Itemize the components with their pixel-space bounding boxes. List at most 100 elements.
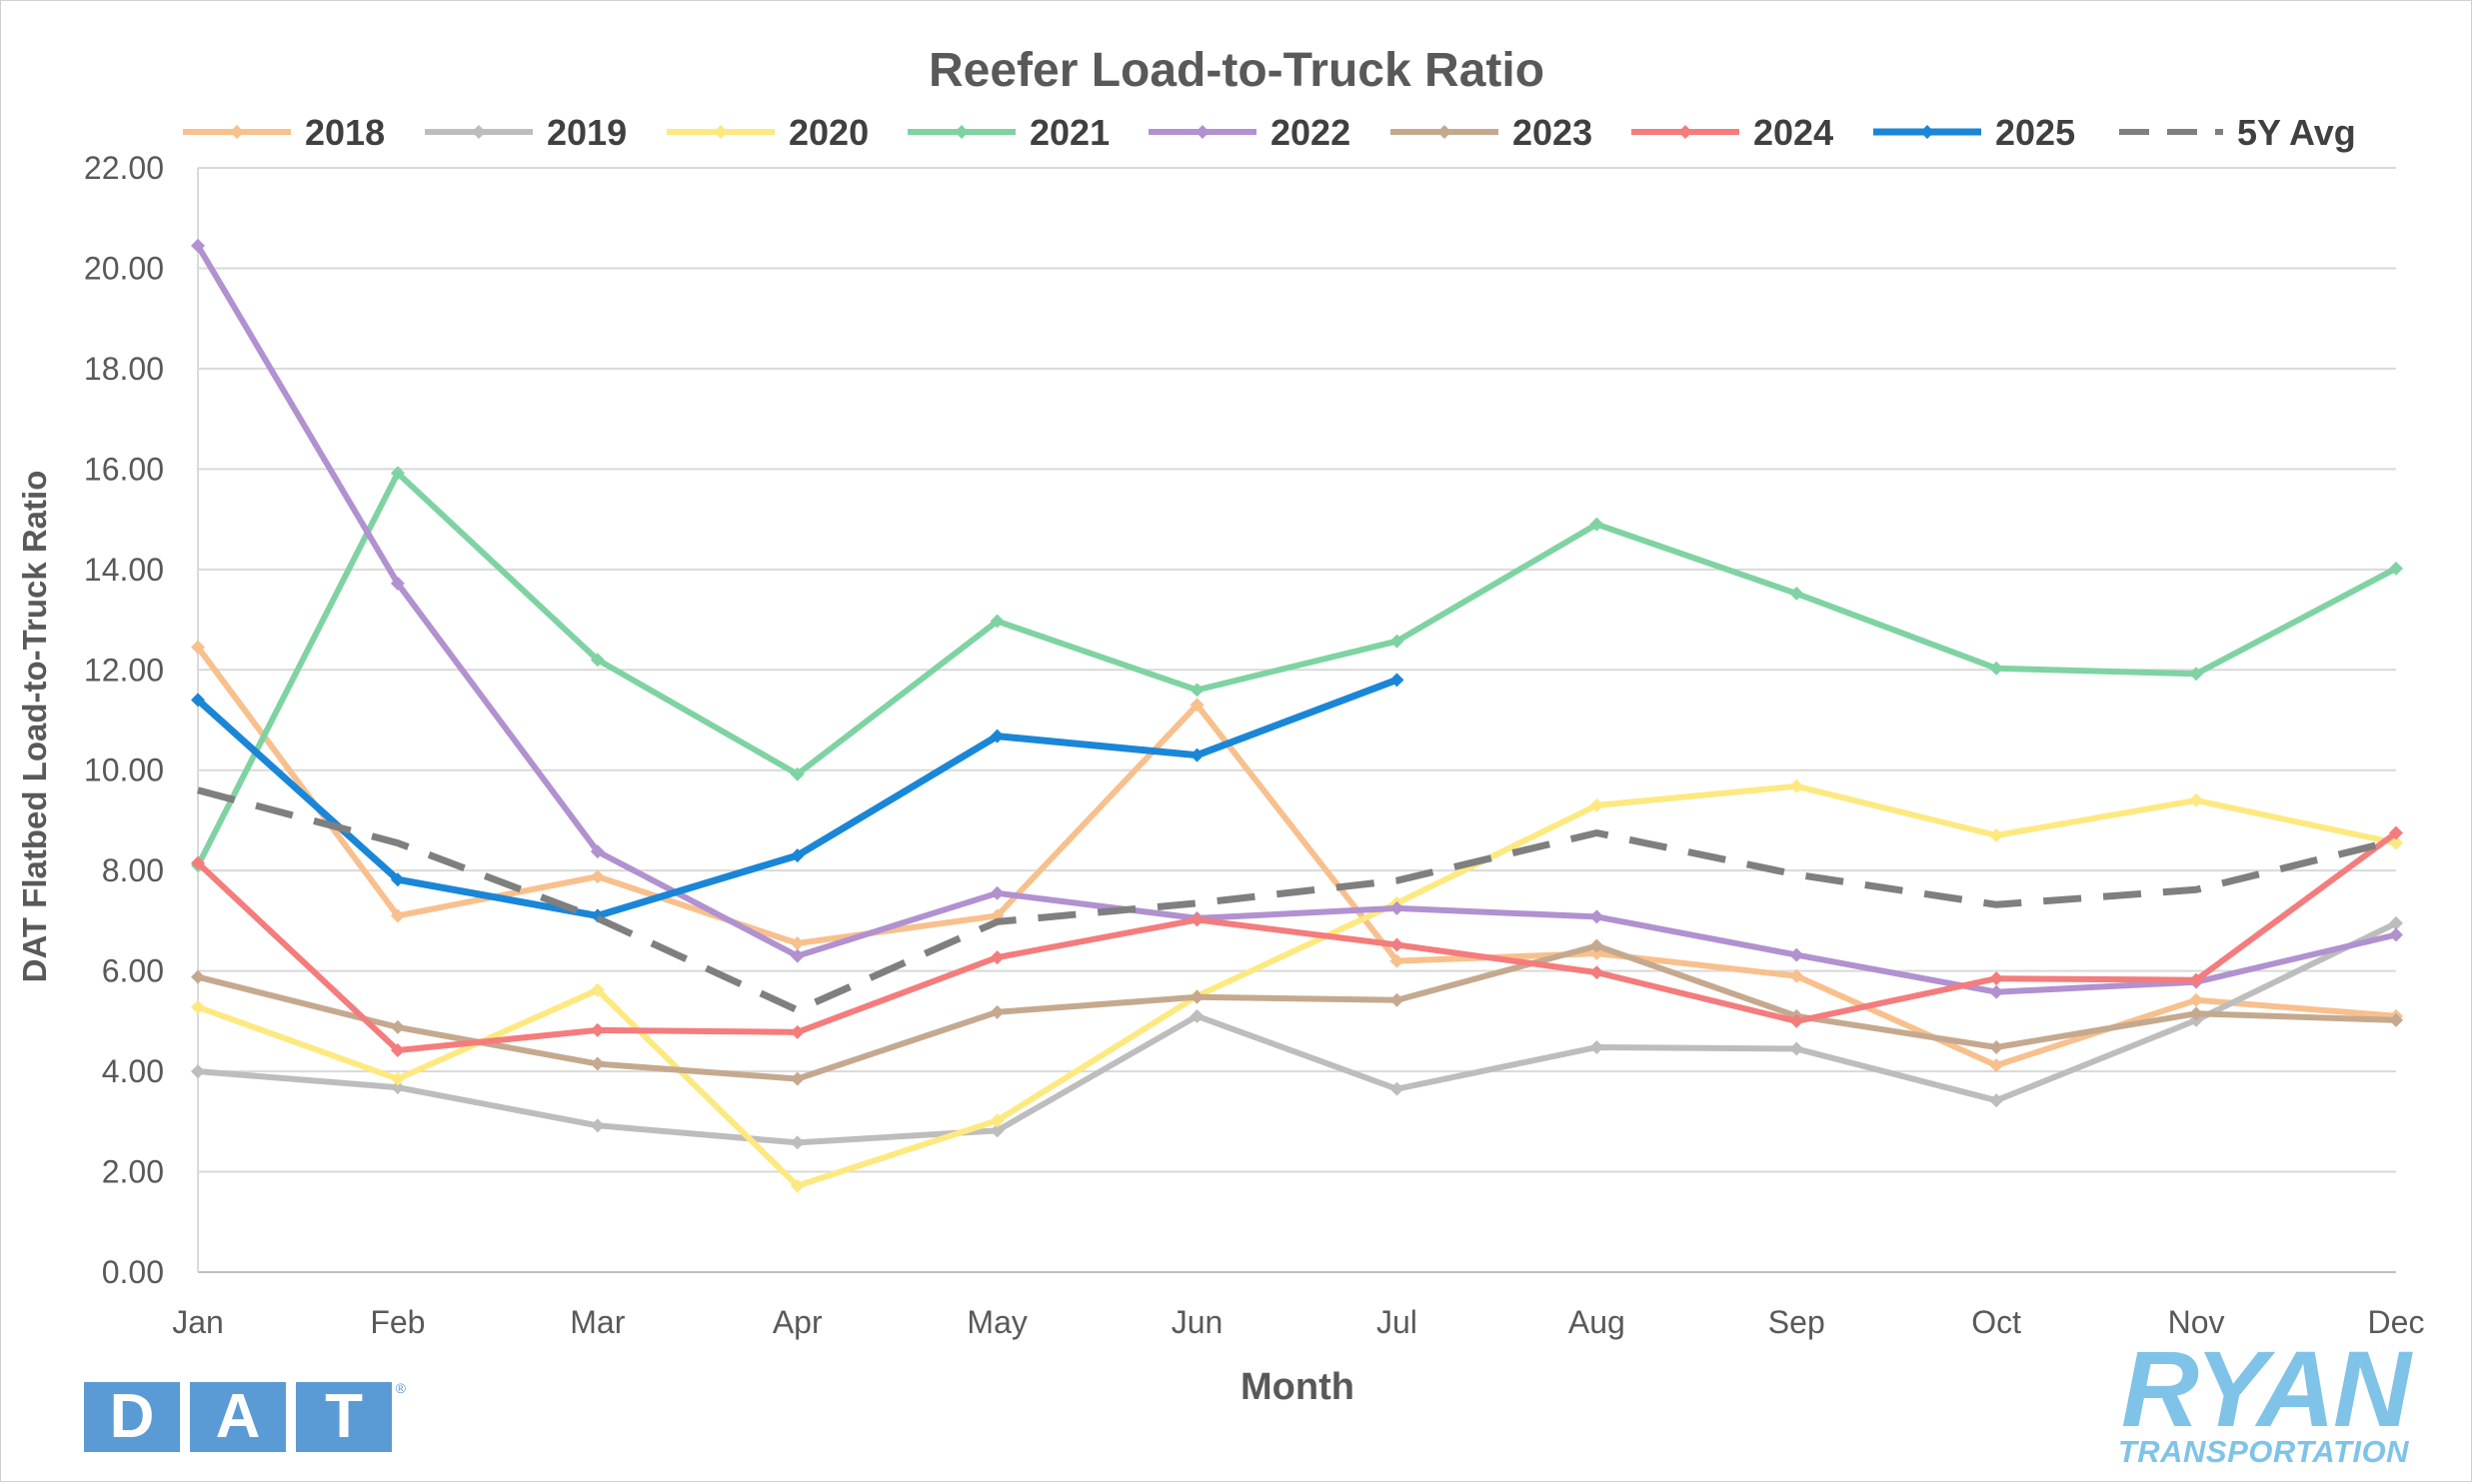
- data-point: [390, 1042, 405, 1057]
- y-tick-label: 16.00: [84, 451, 164, 487]
- dat-logo: D A T ®: [84, 1380, 406, 1452]
- series-5y-avg: [197, 786, 2397, 1014]
- data-point: [390, 1071, 405, 1086]
- y-tick-label: 2.00: [102, 1154, 164, 1190]
- data-point: [790, 936, 805, 951]
- x-tick-labels: Jan Feb Mar Apr May Jun Jul Aug Sep Oct Nov Dec: [172, 1304, 2424, 1340]
- legend-label: 2019: [547, 112, 627, 153]
- data-point: [1989, 828, 2004, 843]
- legend-item: 2018: [183, 112, 385, 153]
- data-point: [1989, 984, 2004, 999]
- data-point: [1989, 661, 2004, 676]
- data-point: [990, 614, 1005, 629]
- legend-item: 2023: [1390, 112, 1592, 153]
- series-2022: [191, 238, 2403, 999]
- data-point: [2389, 927, 2403, 942]
- data-point: [2389, 1012, 2403, 1027]
- data-point: [790, 1178, 805, 1193]
- data-point: [790, 1135, 805, 1150]
- legend-label: 2024: [1753, 112, 1833, 153]
- x-tick-label: Aug: [1568, 1304, 1625, 1340]
- data-point: [990, 885, 1005, 900]
- legend-label: 2020: [789, 112, 869, 153]
- data-point: [1389, 953, 1404, 968]
- data-point: [390, 1019, 405, 1034]
- x-tick-label: Dec: [2368, 1304, 2425, 1340]
- legend-item: 2020: [667, 112, 869, 153]
- data-point: [1389, 1081, 1404, 1096]
- series-line-2020: [195, 782, 2399, 1189]
- data-point: [1989, 1058, 2004, 1073]
- series-2021: [191, 466, 2403, 873]
- y-tick-label: 6.00: [102, 953, 164, 989]
- data-point: [1589, 517, 1604, 532]
- legend-item: 2021: [908, 112, 1110, 153]
- y-tick-labels: 0.00 2.00 4.00 6.00 8.00 10.00 12.00 14.00 16.00…: [84, 150, 164, 1290]
- data-point: [590, 844, 605, 859]
- data-point: [990, 1004, 1005, 1019]
- y-tick-label: 14.00: [84, 552, 164, 588]
- data-point: [390, 466, 405, 481]
- ryan-logo-subtext: TRANSPORTATION: [2117, 1434, 2409, 1469]
- data-point: [990, 729, 1005, 743]
- data-point: [191, 640, 205, 655]
- data-point: [191, 1064, 205, 1079]
- data-point: [1190, 912, 1205, 927]
- x-tick-label: Apr: [773, 1304, 823, 1340]
- data-point: [191, 693, 205, 708]
- y-tick-label: 12.00: [84, 652, 164, 688]
- dat-logo-letter: A: [190, 1382, 286, 1452]
- registered-mark: ®: [395, 1380, 406, 1396]
- data-point: [1589, 1039, 1604, 1054]
- series-2018: [191, 640, 2403, 1073]
- legend-marker: [230, 125, 244, 139]
- data-point: [790, 1024, 805, 1039]
- legend-marker: [955, 125, 969, 139]
- data-point: [1589, 938, 1604, 953]
- data-point: [1789, 586, 1804, 601]
- data-point: [2189, 667, 2204, 682]
- x-tick-label: Mar: [570, 1304, 625, 1340]
- data-point: [390, 1080, 405, 1095]
- data-point: [590, 982, 605, 997]
- dat-logo-letter: D: [84, 1382, 180, 1452]
- data-point: [990, 950, 1005, 965]
- legend: 2018 2019 2020 2021 2022 2023 2024 2025 5Y Avg: [183, 112, 2356, 153]
- y-tick-label: 4.00: [102, 1053, 164, 1089]
- legend-item: 2019: [425, 112, 627, 153]
- x-tick-label: Jan: [172, 1304, 224, 1340]
- data-point: [390, 872, 405, 887]
- data-point: [390, 576, 405, 591]
- chart-title: Reefer Load-to-Truck Ratio: [929, 44, 1544, 97]
- legend-item: 2025: [1873, 112, 2075, 153]
- series-lines: [191, 238, 2403, 1193]
- series-2024: [191, 825, 2403, 1057]
- data-point: [790, 948, 805, 963]
- data-point: [1789, 947, 1804, 962]
- data-point: [1589, 909, 1604, 924]
- data-point: [790, 848, 805, 863]
- legend-marker: [472, 125, 486, 139]
- data-point: [2389, 915, 2403, 930]
- data-point: [590, 869, 605, 884]
- x-tick-label: Jul: [1376, 1304, 1417, 1340]
- ryan-logo-text: RYAN: [2120, 1328, 2411, 1449]
- data-point: [1389, 900, 1404, 915]
- legend-label: 2021: [1030, 112, 1110, 153]
- x-tick-label: May: [967, 1304, 1027, 1340]
- data-point: [2189, 972, 2204, 987]
- series-line-2019: [195, 919, 2399, 1146]
- data-point: [1190, 989, 1205, 1004]
- ryan-transportation-logo: RYAN TRANSPORTATION: [2069, 1328, 2411, 1469]
- y-tick-label: 22.00: [84, 150, 164, 186]
- data-point: [2389, 561, 2403, 576]
- legend-label: 2022: [1270, 112, 1350, 153]
- data-point: [1989, 1093, 2004, 1108]
- data-point: [1190, 747, 1205, 762]
- series-2023: [191, 938, 2403, 1086]
- series-line-2023: [195, 942, 2399, 1082]
- data-point: [590, 1056, 605, 1071]
- x-tick-label: Nov: [2168, 1304, 2225, 1340]
- legend-marker: [1437, 125, 1451, 139]
- data-point: [1789, 1013, 1804, 1028]
